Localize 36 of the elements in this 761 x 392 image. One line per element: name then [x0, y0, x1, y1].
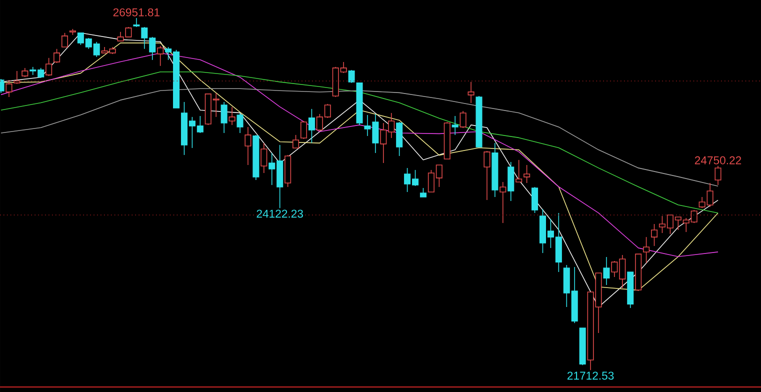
candlestick — [420, 188, 427, 198]
candlestick — [46, 58, 52, 76]
candlestick — [300, 120, 308, 140]
candlestick — [452, 116, 458, 136]
candlestick — [260, 142, 268, 174]
candlestick — [308, 108, 315, 144]
candlestick — [714, 166, 722, 186]
annotation: 24750.22 — [694, 156, 742, 164]
candlestick — [468, 82, 474, 104]
candlestick — [460, 110, 466, 128]
candlestick — [54, 48, 60, 64]
candlestick — [228, 106, 236, 126]
candlestick — [508, 162, 514, 202]
candlestick — [651, 224, 658, 246]
candlestick — [22, 68, 28, 78]
candlestick — [516, 160, 522, 182]
candlestick — [6, 80, 12, 98]
candlestick — [244, 126, 252, 166]
annotation: 26951.81 — [113, 8, 160, 16]
candlestick — [500, 182, 506, 224]
annotation: 21712.53 — [567, 372, 614, 380]
candlestick — [61, 32, 68, 48]
annotation: 24122.23 — [256, 210, 303, 218]
candlestick — [133, 18, 140, 28]
candlestick — [532, 186, 538, 214]
candlestick — [236, 112, 244, 134]
candlestick — [348, 70, 355, 84]
candlestick — [524, 164, 530, 184]
candlestick — [643, 236, 650, 264]
candlestick — [484, 150, 490, 200]
candlestick — [14, 70, 20, 84]
candlestick — [157, 46, 164, 66]
candlestick — [603, 256, 610, 286]
candlestick — [292, 134, 300, 148]
candlestick — [396, 122, 403, 156]
candlestick — [220, 102, 228, 134]
